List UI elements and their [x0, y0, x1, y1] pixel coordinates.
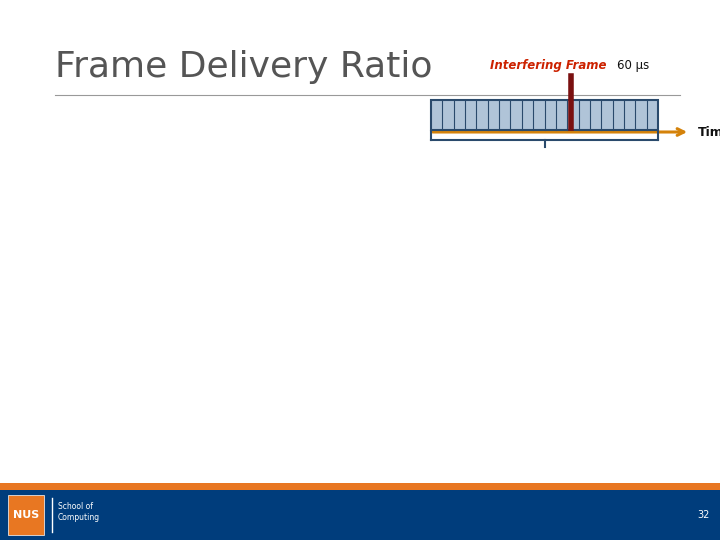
Text: 32: 32 — [698, 510, 710, 520]
Bar — [0, 490, 720, 540]
Text: Frame Delivery Ratio: Frame Delivery Ratio — [55, 50, 433, 84]
Bar — [431, 100, 658, 130]
Bar — [0, 483, 720, 490]
Text: 60 μs: 60 μs — [617, 58, 649, 71]
Text: School of
Computing: School of Computing — [58, 502, 100, 522]
Text: NUS: NUS — [13, 510, 39, 520]
Text: Interfering Frame: Interfering Frame — [490, 58, 606, 71]
Bar — [8, 495, 44, 535]
Text: Time: Time — [698, 125, 720, 138]
